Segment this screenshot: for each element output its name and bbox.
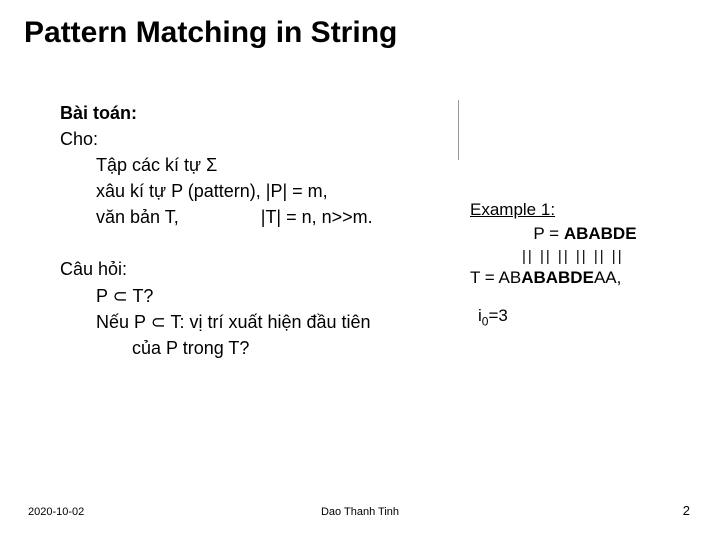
example-box: Example 1: P = ABABDE || || || || || || … xyxy=(470,200,700,328)
line3a: văn bản T, xyxy=(96,207,179,227)
t-bold: ABABDE xyxy=(521,268,594,287)
t-suffix: AA, xyxy=(594,268,621,287)
question-label: Câu hỏi: xyxy=(60,256,460,282)
question-block: Câu hỏi: P ⊂ T? Nếu P ⊂ T: vị trí xuất h… xyxy=(60,256,460,360)
problem-label: Bài toán: xyxy=(60,100,460,126)
question-1: P ⊂ T? xyxy=(96,283,460,309)
p-prefix: P = xyxy=(533,224,563,243)
example-i0-line: i0=3 xyxy=(478,306,700,328)
line3b: |T| = n, n>>m. xyxy=(261,207,373,227)
footer-author: Dao Thanh Tinh xyxy=(321,506,399,518)
example-t-line: T = ABABABDEAA, xyxy=(470,268,700,288)
question-2b: của P trong T? xyxy=(132,335,460,361)
problem-content: Bài toán: Cho: Tập các kí tự Σ xâu kí tự… xyxy=(60,100,460,361)
i0-suffix: =3 xyxy=(488,306,507,325)
given-line-2: xâu kí tự P (pattern), |P| = m, xyxy=(96,178,460,204)
footer-date: 2020-10-02 xyxy=(28,506,84,518)
p-value: ABABDE xyxy=(564,224,637,243)
example-p-line: P = ABABDE xyxy=(470,224,700,244)
given-label: Cho: xyxy=(60,126,460,152)
sigma-symbol: Σ xyxy=(206,155,217,175)
given-line-3: văn bản T, |T| = n, n>>m. xyxy=(96,204,460,230)
question-2a: Nếu P ⊂ T: vị trí xuất hiện đầu tiên xyxy=(96,309,460,335)
given-line-1: Tập các kí tự Σ xyxy=(96,152,460,178)
line1-prefix: Tập các kí tự xyxy=(96,155,206,175)
match-bars: || || || || || || xyxy=(522,251,624,263)
problem-label-text: Bài toán: xyxy=(60,103,137,123)
slide-title: Pattern Matching in String xyxy=(24,16,397,50)
match-bars-line: || || || || || || xyxy=(470,246,700,266)
example-label-text: Example 1: xyxy=(470,200,555,219)
t-prefix: T = AB xyxy=(470,268,521,287)
example-label: Example 1: xyxy=(470,200,700,220)
footer-page-number: 2 xyxy=(683,503,690,518)
